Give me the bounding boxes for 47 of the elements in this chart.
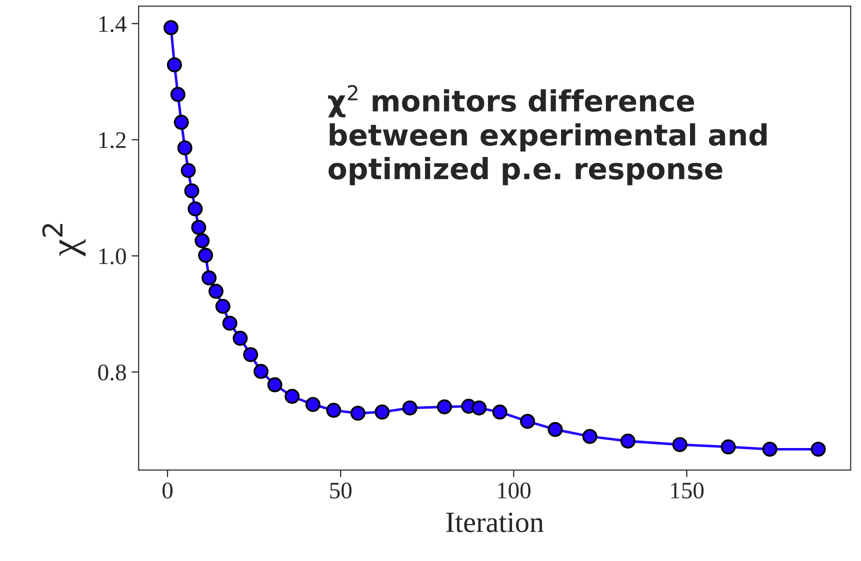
point: [253, 364, 268, 379]
x-tick-label: 50: [330, 482, 352, 499]
point: [810, 442, 826, 457]
point: [520, 414, 536, 429]
point: [548, 422, 563, 437]
point: [672, 437, 688, 452]
point: [402, 400, 418, 416]
point: [202, 270, 217, 286]
point: [166, 57, 182, 72]
point: [194, 233, 210, 248]
point: [436, 399, 452, 414]
point: [180, 162, 196, 178]
y-tick-label: 1.2: [99, 132, 126, 148]
point: [582, 428, 598, 444]
y-axis-title: χ$^{2}$: [42, 224, 86, 256]
x-tick-label: 100: [498, 482, 530, 499]
point: [191, 220, 206, 235]
y-tick-label: 0.8: [98, 364, 126, 381]
point: [184, 183, 200, 198]
point: [620, 434, 636, 449]
point: [232, 330, 248, 346]
point: [177, 140, 192, 156]
point: [326, 402, 342, 418]
point: [472, 400, 487, 416]
x-axis-title: Iteration: [446, 512, 544, 532]
point: [170, 86, 186, 102]
y-tick-label: 1.0: [99, 248, 126, 264]
x-tick-label: 0: [162, 482, 173, 499]
point: [762, 442, 778, 457]
point: [188, 201, 203, 216]
point: [305, 397, 320, 412]
point: [174, 114, 189, 130]
point: [198, 248, 214, 263]
point: [374, 404, 390, 420]
point: [163, 20, 178, 36]
point: [222, 316, 238, 331]
point: [208, 284, 224, 299]
point: [284, 388, 300, 404]
point: [350, 406, 366, 421]
point: [215, 298, 230, 314]
annotation: χ$^{2}$ monitors difference between experimental and optimized p.e. response: [328, 85, 767, 186]
x-tick-label: 150: [671, 482, 704, 499]
point: [720, 439, 736, 454]
point: [492, 404, 508, 420]
point: [243, 347, 258, 362]
point: [267, 377, 282, 392]
y-tick-label: 1.4: [99, 16, 126, 32]
